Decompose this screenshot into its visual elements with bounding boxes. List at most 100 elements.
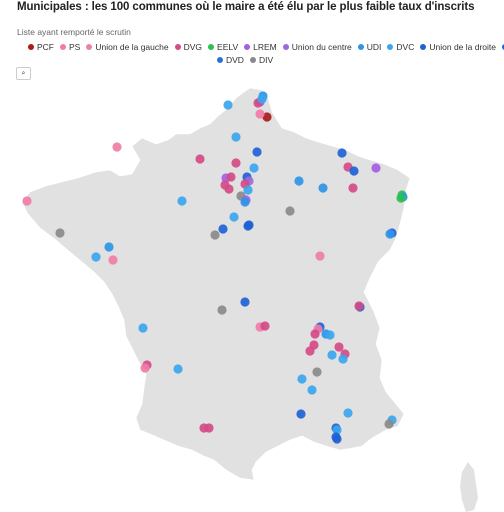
legend-label: Union de la gauche <box>95 42 169 52</box>
legend-item-uc[interactable]: Union du centre <box>282 41 352 54</box>
commune-point-udi[interactable] <box>318 183 328 193</box>
commune-point-eelv[interactable] <box>396 193 406 203</box>
legend-swatch <box>28 44 34 51</box>
commune-point-dvc[interactable] <box>231 132 241 142</box>
legend-swatch <box>502 44 504 51</box>
commune-point-div[interactable] <box>55 228 65 238</box>
legend-swatch <box>217 56 223 63</box>
commune-point-udi[interactable] <box>294 176 304 186</box>
commune-point-dvc[interactable] <box>307 385 317 395</box>
legend-item-ps[interactable]: PS <box>60 41 80 54</box>
legend-item-eelv[interactable]: EELV <box>208 41 238 54</box>
legend-item-ug[interactable]: Union de la gauche <box>86 41 169 54</box>
legend-label: DVC <box>396 42 415 52</box>
legend-item-udi[interactable]: UDI <box>357 41 382 54</box>
commune-point-dvc[interactable] <box>138 323 148 333</box>
legend-item-ud[interactable]: Union de la droite <box>420 41 496 54</box>
commune-point-dvc[interactable] <box>249 163 259 173</box>
commune-point-dvc[interactable] <box>297 374 307 384</box>
commune-point-div[interactable] <box>217 305 227 315</box>
commune-point-dvc[interactable] <box>91 252 101 262</box>
commune-point-udi[interactable] <box>240 197 250 207</box>
commune-point-ps[interactable] <box>315 251 325 261</box>
legend-swatch <box>249 56 256 63</box>
commune-point-ud[interactable] <box>332 434 342 444</box>
commune-point-dvg[interactable] <box>226 172 236 182</box>
commune-point-lrem[interactable] <box>371 163 381 173</box>
commune-point-ps[interactable] <box>140 363 150 373</box>
france-mainland-shape <box>21 87 411 481</box>
magnifier-icon: ⌕ <box>21 69 26 77</box>
commune-point-div[interactable] <box>384 419 394 429</box>
legend-item-dvd[interactable]: DVD <box>217 54 244 67</box>
legend-swatch <box>282 44 289 51</box>
commune-point-dvc[interactable] <box>325 330 335 340</box>
commune-point-dvg[interactable] <box>195 154 205 164</box>
legend-swatch <box>86 44 93 51</box>
legend-label: DVD <box>226 54 244 65</box>
commune-point-dvc[interactable] <box>177 196 187 206</box>
commune-point-dvc[interactable] <box>327 350 337 360</box>
commune-point-dvc[interactable] <box>223 100 233 110</box>
legend-label: DVG <box>183 42 203 52</box>
commune-point-dvc[interactable] <box>229 212 239 222</box>
legend-label: LREM <box>253 42 277 52</box>
legend-item-div[interactable]: DIV <box>249 54 273 67</box>
legend-swatch <box>208 44 215 51</box>
commune-point-dvg[interactable] <box>305 346 315 356</box>
commune-point-lr[interactable] <box>337 148 347 158</box>
commune-point-udi[interactable] <box>385 229 395 239</box>
legend-label: UDI <box>366 42 382 52</box>
commune-point-dvc[interactable] <box>338 354 348 364</box>
commune-point-dvc[interactable] <box>173 364 183 374</box>
commune-point-lr[interactable] <box>252 147 262 157</box>
commune-point-ps[interactable] <box>108 255 118 265</box>
commune-point-lr[interactable] <box>296 409 306 419</box>
commune-point-lr[interactable] <box>218 224 228 234</box>
legend-label: Union de la droite <box>429 42 497 52</box>
legend-swatch <box>174 44 181 51</box>
chart-title: Municipales : les 100 communes où le mai… <box>17 1 475 13</box>
commune-point-dvg[interactable] <box>224 184 234 194</box>
legend-item-lrem[interactable]: LREM <box>244 41 277 54</box>
legend-row: DVD DIV <box>28 54 468 67</box>
legend-label: PS <box>69 42 81 52</box>
commune-point-pcf[interactable] <box>262 112 272 122</box>
commune-point-dvg[interactable] <box>354 301 364 311</box>
commune-point-dvg[interactable] <box>260 321 270 331</box>
commune-point-ud[interactable] <box>349 166 359 176</box>
commune-point-ps[interactable] <box>255 109 265 119</box>
corsica-shape <box>460 462 478 512</box>
legend-label: Union du centre <box>291 42 352 52</box>
commune-point-dvc[interactable] <box>332 425 342 435</box>
legend-row: PCF PS Union de la gauche DVG EELV LREM Union … <box>28 41 504 54</box>
legend-swatch <box>244 44 251 51</box>
legend-swatch <box>387 44 394 51</box>
commune-point-dvg[interactable] <box>204 423 214 433</box>
legend-swatch <box>357 44 364 51</box>
zoom-button[interactable]: ⌕ <box>16 67 31 80</box>
commune-point-ps[interactable] <box>112 142 122 152</box>
legend-item-lr[interactable]: LR <box>502 41 504 54</box>
commune-point-dvg[interactable] <box>310 329 320 339</box>
legend-subtitle: Liste ayant remporté le scrutin <box>17 27 131 37</box>
commune-point-div[interactable] <box>285 206 295 216</box>
commune-point-ps[interactable] <box>22 196 32 206</box>
legend-item-dvc[interactable]: DVC <box>387 41 414 54</box>
commune-point-dvc[interactable] <box>243 185 253 195</box>
commune-point-dvg[interactable] <box>348 183 358 193</box>
commune-point-dvc[interactable] <box>343 408 353 418</box>
legend-item-dvg[interactable]: DVG <box>174 41 203 54</box>
commune-point-dvg[interactable] <box>231 158 241 168</box>
legend-label: PCF <box>37 42 54 52</box>
legend: PCF PS Union de la gauche DVG EELV LREM Union … <box>28 41 504 67</box>
commune-point-div[interactable] <box>210 230 220 240</box>
commune-point-dvc[interactable] <box>257 94 267 104</box>
legend-item-pcf[interactable]: PCF <box>28 41 54 54</box>
commune-point-lr[interactable] <box>240 297 250 307</box>
commune-point-udi[interactable] <box>104 242 114 252</box>
commune-point-lr[interactable] <box>243 221 253 231</box>
commune-point-dvg[interactable] <box>334 342 344 352</box>
commune-point-div[interactable] <box>312 367 322 377</box>
